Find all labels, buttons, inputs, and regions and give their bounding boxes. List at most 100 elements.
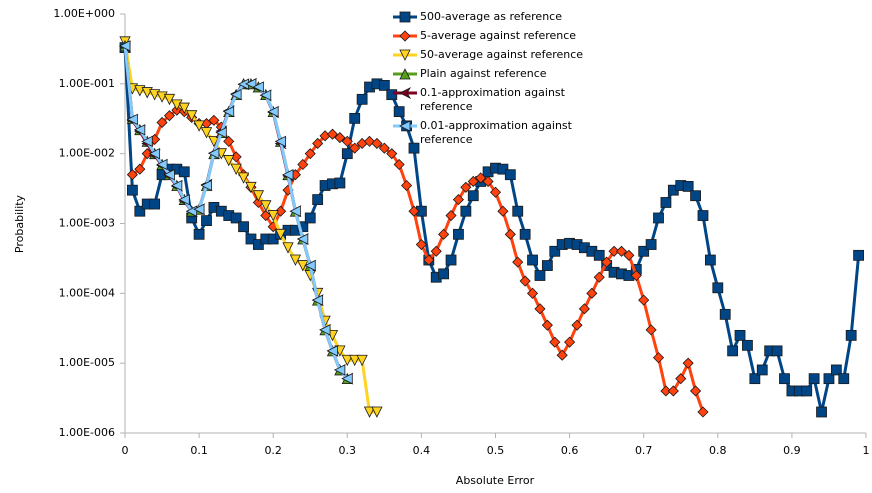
y-tick-label: 1.00E-004: [59, 286, 115, 299]
marker: [178, 102, 190, 114]
marker: [838, 373, 850, 385]
marker: [734, 329, 746, 341]
marker: [185, 205, 198, 217]
y-tick-label: 1.00E-006: [59, 426, 115, 439]
marker: [638, 294, 650, 306]
legend-icon: [393, 11, 417, 23]
marker: [349, 354, 361, 367]
marker: [504, 169, 516, 181]
marker: [223, 135, 235, 147]
marker: [667, 385, 679, 397]
marker: [245, 78, 257, 90]
legend-icon: [393, 120, 417, 132]
marker: [126, 113, 138, 126]
marker: [215, 126, 227, 139]
y-axis-title: Probability: [13, 194, 26, 253]
x-tick-label: 0.7: [635, 444, 653, 457]
x-tick-label: 0.9: [783, 444, 801, 457]
marker: [200, 179, 212, 192]
marker: [489, 186, 502, 198]
marker: [675, 373, 687, 385]
marker: [311, 294, 324, 306]
marker: [564, 336, 576, 348]
legend-label: 5-average against reference: [420, 29, 577, 42]
marker: [512, 256, 524, 268]
x-tick-label: 0.8: [709, 444, 727, 457]
marker: [438, 228, 450, 240]
marker: [541, 260, 553, 271]
marker: [467, 175, 479, 188]
marker: [134, 205, 146, 217]
marker: [816, 406, 827, 418]
marker: [690, 190, 701, 202]
marker: [193, 120, 205, 132]
marker: [341, 148, 353, 160]
marker: [519, 228, 531, 240]
marker: [460, 205, 472, 217]
marker: [289, 205, 301, 217]
marker: [127, 184, 138, 196]
marker: [399, 120, 411, 132]
legend-label: 50-average against reference: [420, 48, 584, 61]
marker: [460, 181, 472, 193]
x-tick-label: 0.3: [339, 444, 357, 457]
marker: [193, 203, 205, 215]
marker: [415, 238, 427, 251]
marker: [363, 406, 376, 418]
marker: [519, 275, 531, 287]
legend-label: 500-average as reference: [420, 10, 562, 23]
marker: [252, 190, 265, 202]
marker: [252, 239, 264, 250]
marker: [371, 406, 383, 418]
x-axis-title: Absolute Error: [456, 474, 535, 487]
marker: [393, 106, 405, 118]
marker: [445, 254, 457, 266]
marker: [119, 40, 131, 52]
marker: [260, 209, 272, 222]
marker: [682, 180, 694, 192]
marker: [719, 308, 731, 320]
marker: [304, 148, 316, 160]
marker: [638, 245, 650, 257]
x-tick-label: 0.4: [413, 444, 431, 457]
marker: [274, 135, 287, 148]
legend-item: 5-average against reference: [392, 29, 602, 43]
legend-item: 500-average as reference: [392, 10, 602, 24]
marker: [556, 349, 568, 361]
marker: [593, 249, 605, 261]
x-tick-label: 0.2: [264, 444, 282, 457]
marker: [845, 329, 857, 341]
marker: [853, 249, 864, 261]
marker: [349, 142, 361, 154]
marker: [319, 324, 331, 336]
marker: [438, 268, 450, 280]
legend-item: 0.1-approximation against reference: [392, 86, 602, 114]
marker: [386, 89, 398, 101]
marker: [399, 49, 411, 61]
marker: [134, 163, 146, 175]
marker: [408, 142, 420, 154]
marker: [237, 172, 250, 184]
marker: [334, 132, 346, 144]
marker: [652, 352, 665, 364]
marker: [200, 127, 213, 139]
marker: [756, 364, 768, 376]
marker: [201, 215, 212, 227]
marker: [497, 163, 509, 175]
marker: [399, 87, 412, 99]
y-tick-label: 1.00E+000: [53, 7, 115, 20]
marker: [430, 245, 442, 257]
marker: [163, 110, 176, 122]
marker: [133, 124, 146, 136]
marker: [386, 148, 398, 160]
x-tick-label: 0.6: [561, 444, 579, 457]
x-tick-label: 0.1: [190, 444, 208, 457]
marker: [697, 406, 709, 418]
marker: [482, 175, 494, 188]
marker: [297, 158, 309, 171]
marker: [682, 357, 694, 369]
marker: [341, 135, 353, 147]
marker: [238, 221, 249, 233]
marker: [274, 228, 287, 241]
